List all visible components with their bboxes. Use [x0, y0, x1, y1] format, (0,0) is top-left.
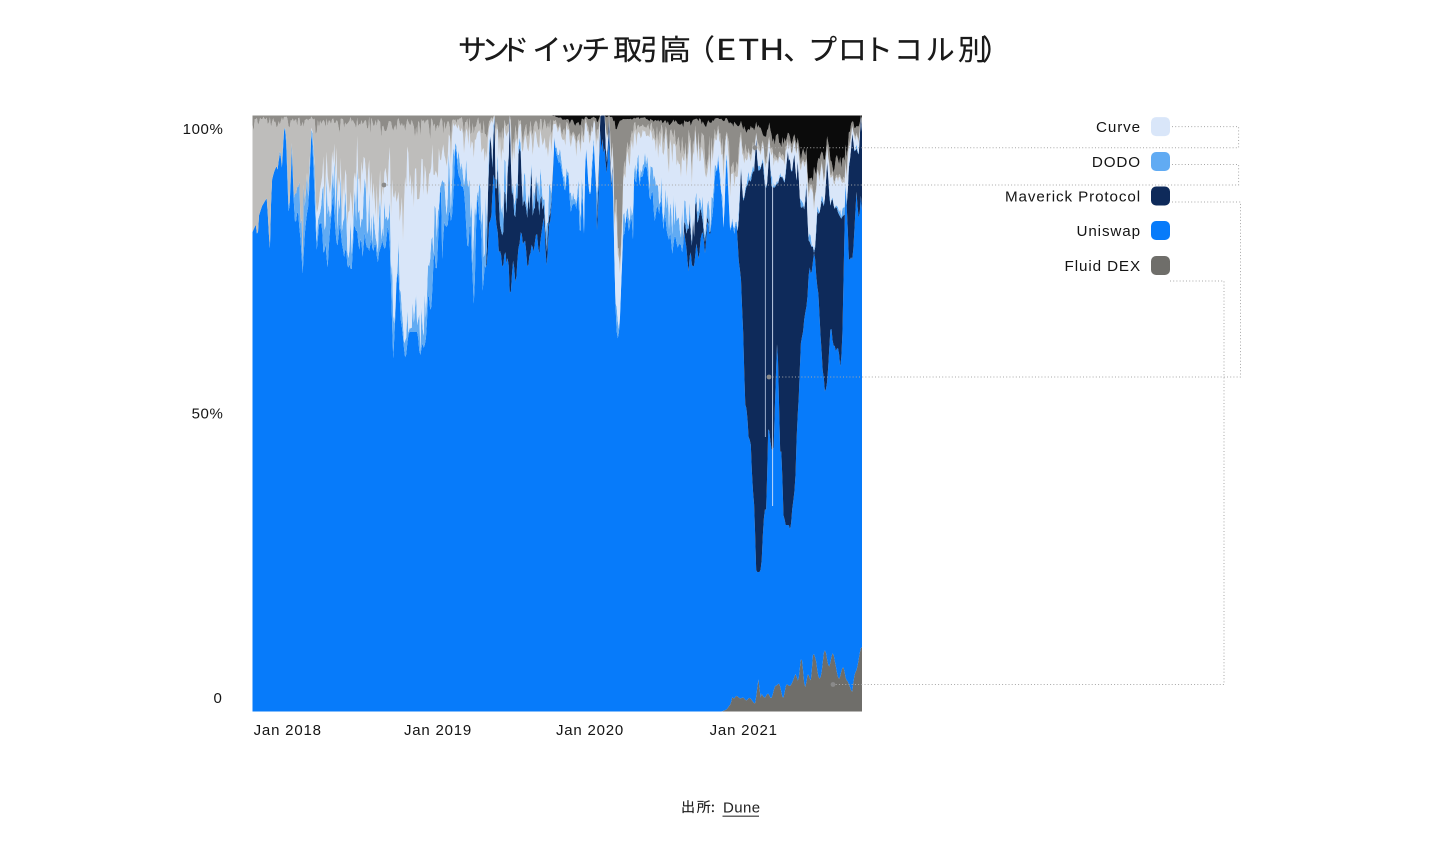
- svg-text:DODO: DODO: [1092, 154, 1141, 171]
- svg-text:50%: 50%: [192, 406, 224, 423]
- svg-text:Jan 2019: Jan 2019: [404, 722, 472, 739]
- svg-text:Uniswap: Uniswap: [1076, 223, 1141, 240]
- svg-text:Dune: Dune: [723, 800, 760, 817]
- svg-text:100%: 100%: [183, 121, 224, 138]
- svg-text:0: 0: [214, 690, 223, 707]
- svg-text:Jan 2020: Jan 2020: [556, 722, 624, 739]
- svg-text:Fluid DEX: Fluid DEX: [1065, 258, 1141, 275]
- svg-text:Maverick Protocol: Maverick Protocol: [1005, 188, 1141, 205]
- svg-text:Curve: Curve: [1096, 119, 1141, 136]
- svg-text:Jan 2021: Jan 2021: [710, 722, 778, 739]
- svg-text:Jan 2018: Jan 2018: [254, 722, 322, 739]
